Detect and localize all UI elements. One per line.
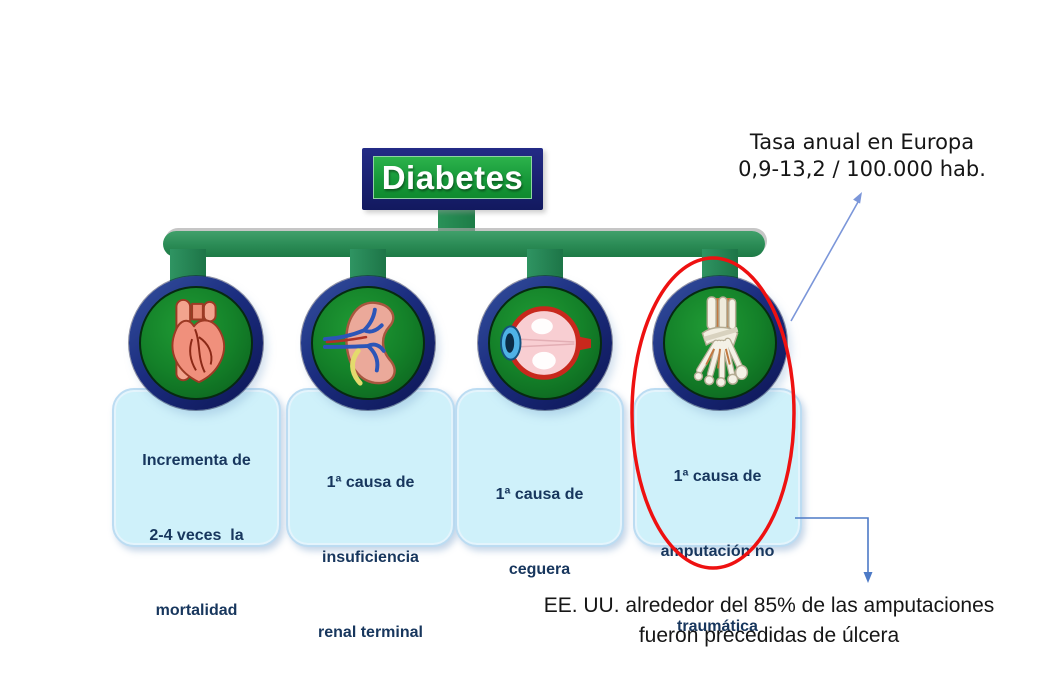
label-line: 1ª causa de: [495, 486, 584, 503]
heart-icon: [171, 298, 226, 384]
label-line: ceguera: [508, 561, 571, 578]
foot-node-circle: [653, 276, 787, 410]
kidney-icon: [322, 301, 396, 386]
eye-icon: [499, 306, 592, 380]
heart-node-disc: [139, 286, 253, 400]
label-line: Incrementa de: [142, 452, 251, 469]
ceguera-label-box: 1ª causa de ceguera: [455, 388, 624, 578]
eye-node-disc: [488, 286, 602, 400]
kidney-node-circle: [301, 276, 435, 410]
annotation-line: 0,9-13,2 / 100.000 hab.: [738, 157, 986, 181]
eye-node-circle: [478, 276, 612, 410]
cardio-label-box: Incrementa de 2-4 veces la mortalidad Ca…: [112, 388, 281, 619]
foot-node-disc: [663, 286, 777, 400]
foot-icon: [693, 296, 749, 388]
cardio-label: Incrementa de 2-4 veces la mortalidad Ca…: [139, 390, 255, 619]
kidney-node-disc: [311, 286, 425, 400]
annotation-line: fueron precedidas de úlcera: [638, 624, 900, 647]
heart-node-circle: [129, 276, 263, 410]
renal-label-box: 1ª causa de insuficiencia renal terminal: [286, 388, 455, 641]
label-line: amputación no: [660, 543, 775, 560]
europe-rate-annotation: Tasa anual en Europa 0,9-13,2 / 100.000 …: [672, 129, 1052, 183]
ceguera-label: 1ª causa de ceguera: [495, 390, 584, 578]
label-line: 2-4 veces la: [149, 527, 244, 544]
label-line: mortalidad: [155, 602, 238, 619]
diagram-title: Diabetes: [381, 158, 524, 196]
amputacion-label: 1ª causa de amputación no traumática: [661, 390, 775, 635]
us-amputations-annotation: EE. UU. alrededor del 85% de las amputac…: [478, 591, 1060, 651]
diabetes-title-box: Diabetes: [362, 148, 543, 210]
annotation-line: EE. UU. alrededor del 85% de las amputac…: [543, 594, 995, 617]
label-line: traumática: [677, 618, 758, 635]
label-line: 1ª causa de: [673, 468, 762, 485]
label-line: renal terminal: [318, 624, 423, 641]
diabetes-title-panel: Diabetes: [373, 156, 532, 199]
arrow-to-us-note: [795, 517, 873, 583]
arrow-to-europe-rate: [790, 192, 862, 322]
label-line: 1ª causa de: [326, 474, 415, 491]
annotation-line: Tasa anual en Europa: [749, 130, 975, 154]
renal-label: 1ª causa de insuficiencia renal terminal: [318, 390, 423, 641]
label-line: insuficiencia: [322, 549, 419, 566]
amputacion-label-box: 1ª causa de amputación no traumática: [633, 388, 802, 635]
connector-bar: [163, 231, 765, 257]
